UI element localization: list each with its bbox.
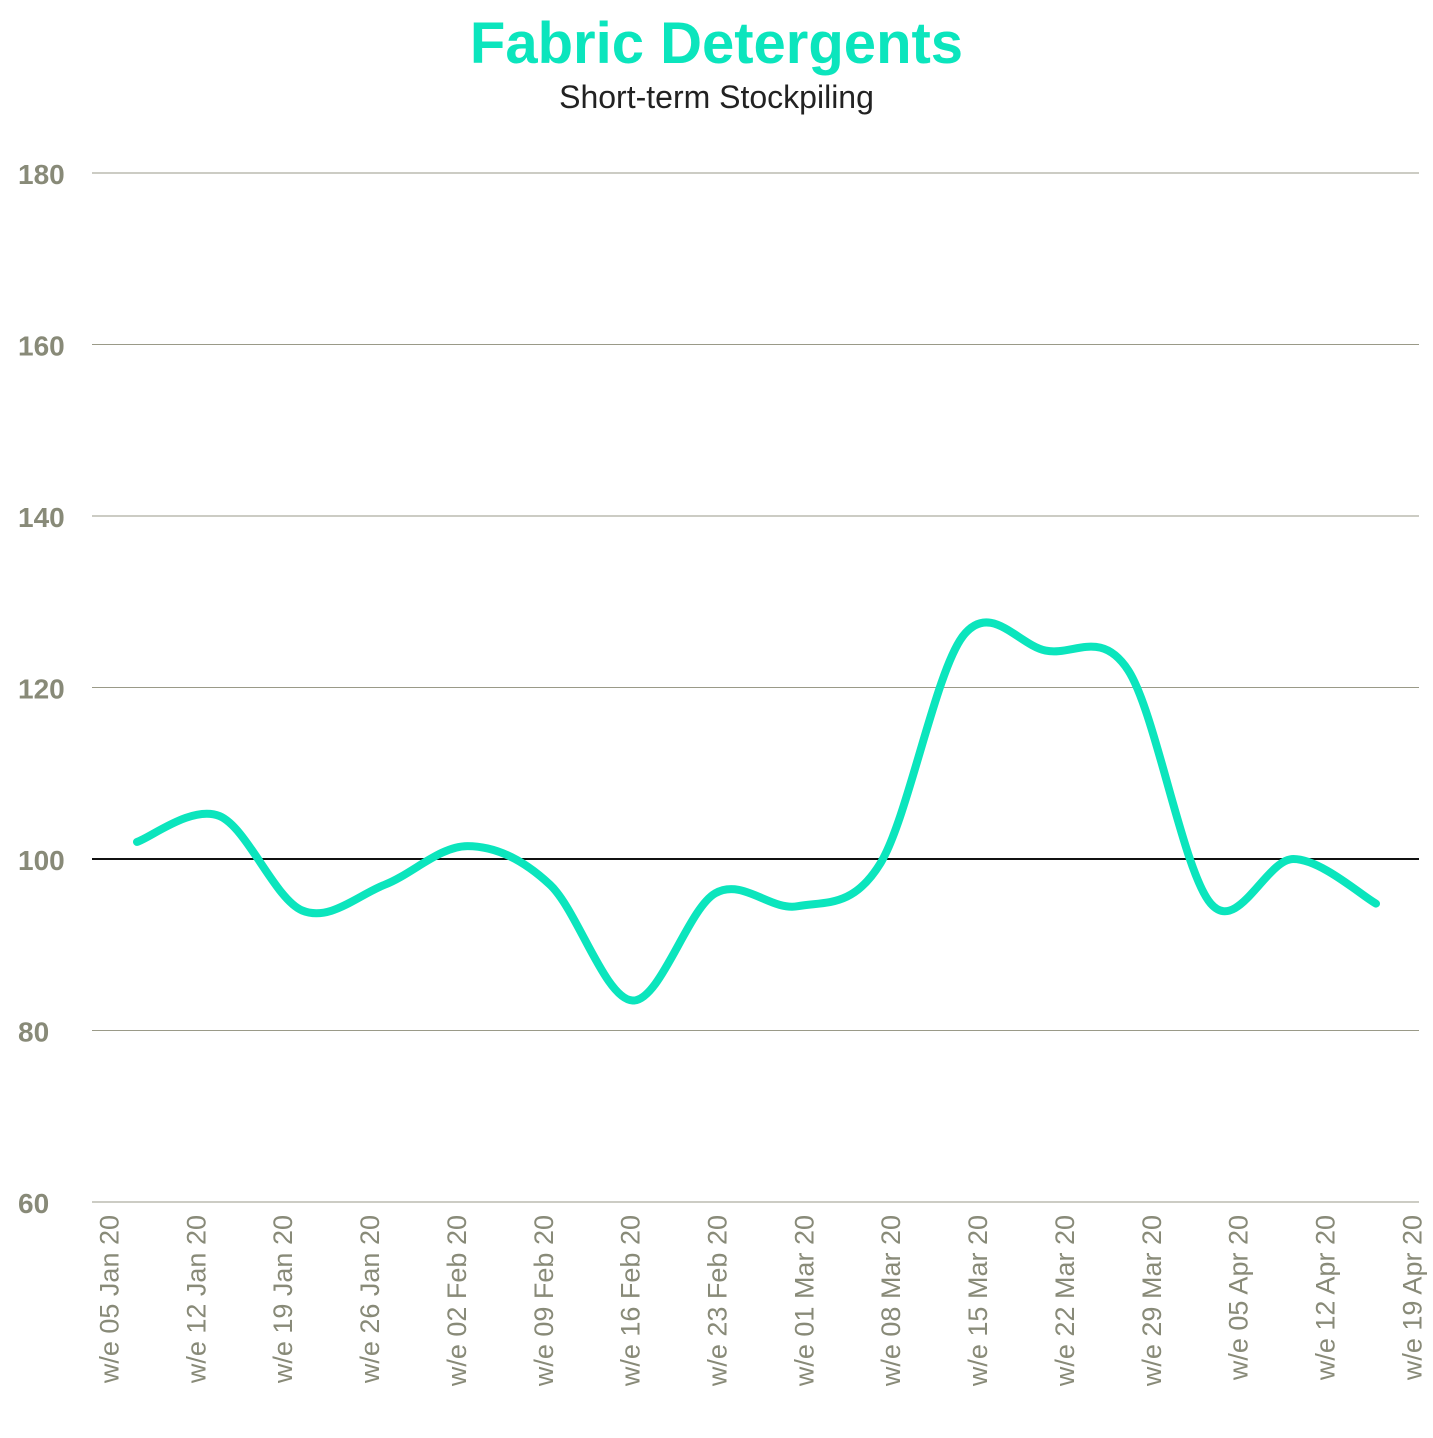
y-tick-label-160: 160 (18, 331, 65, 362)
x-tick-label: w/e 19 Jan 20 (268, 1215, 298, 1384)
y-tick-label-100: 100 (18, 845, 65, 876)
x-tick-label: w/e 02 Feb 20 (442, 1215, 472, 1387)
x-tick-label: w/e 05 Apr 20 (1224, 1215, 1254, 1381)
x-tick-label: w/e 23 Feb 20 (703, 1215, 733, 1387)
y-tick-label-120: 120 (18, 674, 65, 705)
x-tick-label: w/e 05 Jan 20 (94, 1215, 124, 1384)
y-axis-ticks: 60 80 100 120 140 160 180 (18, 159, 65, 1219)
x-tick-label: w/e 26 Jan 20 (355, 1215, 385, 1384)
chart-title: Fabric Detergents (469, 11, 964, 76)
x-axis-ticks: w/e 05 Jan 20 w/e 12 Jan 20 w/e 19 Jan 20 w… (94, 1215, 1427, 1387)
x-tick-label: w/e 29 Mar 20 (1137, 1215, 1167, 1387)
x-tick-label: w/e 12 Apr 20 (1311, 1215, 1341, 1381)
x-tick-label: w/e 12 Jan 20 (181, 1215, 211, 1384)
chart-subtitle: Short-term Stockpiling (559, 79, 874, 115)
y-tick-label-140: 140 (18, 502, 65, 533)
x-tick-label: w/e 08 Mar 20 (876, 1215, 906, 1387)
y-tick-label-80: 80 (18, 1017, 49, 1048)
x-tick-label: w/e 19 Apr 20 (1397, 1215, 1427, 1381)
series-lines (133, 618, 1380, 1005)
y-tick-label-180: 180 (18, 159, 65, 190)
series-line-0 (133, 618, 1380, 1005)
x-tick-label: w/e 15 Mar 20 (963, 1215, 993, 1387)
x-tick-label: w/e 01 Mar 20 (789, 1215, 819, 1387)
x-tick-label: w/e 22 Mar 20 (1050, 1215, 1080, 1387)
y-tick-label-60: 60 (18, 1188, 49, 1219)
x-tick-label: w/e 09 Feb 20 (529, 1215, 559, 1387)
x-tick-label: w/e 16 Feb 20 (616, 1215, 646, 1387)
gridlines (92, 172, 1419, 1203)
